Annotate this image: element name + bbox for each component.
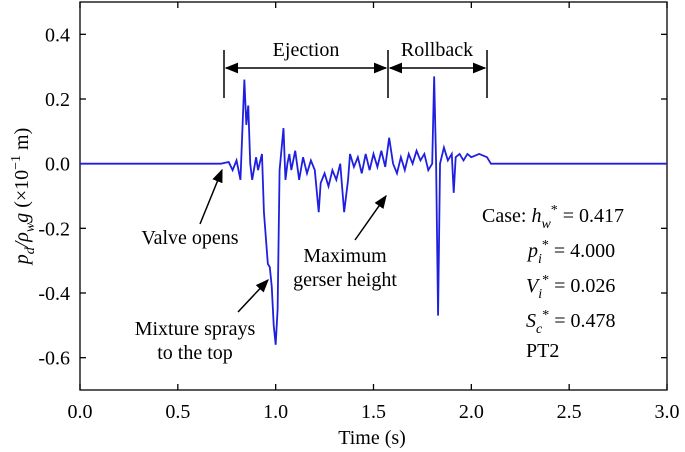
- text-part: Case:: [482, 205, 531, 227]
- annotations: Ejection Rollback Valve opens Mixture spray…: [135, 39, 624, 364]
- text-part: w: [541, 217, 551, 232]
- text-part: = 0.478: [549, 310, 615, 332]
- x-tick-label: 2.5: [557, 401, 582, 423]
- text-part: *: [542, 273, 549, 288]
- annotation: Maximum: [303, 245, 387, 267]
- text-part: w: [23, 222, 38, 232]
- arrow: [237, 279, 269, 313]
- y-tick-label: -0.6: [38, 348, 70, 370]
- case-line: PT2: [526, 340, 559, 362]
- case-line: Sc* = 0.478: [526, 308, 616, 337]
- annotation: Mixture sprays: [135, 318, 256, 340]
- x-tick-label: 0.5: [165, 401, 190, 423]
- text-part: p: [526, 240, 538, 262]
- text-part: c: [536, 322, 543, 337]
- case-line: pi* = 4.000: [526, 238, 615, 267]
- y-tick-label: 0.0: [45, 154, 70, 176]
- arrow: [354, 194, 387, 241]
- text-part: g: [11, 213, 33, 223]
- annotation: Ejection: [273, 39, 340, 61]
- text-part: = 0.417: [558, 205, 624, 227]
- text-part: −1: [9, 155, 24, 170]
- text-part: = 4.000: [549, 240, 615, 262]
- annotation: to the top: [157, 342, 233, 364]
- text-part: V: [526, 275, 541, 297]
- text-part: i: [538, 287, 542, 302]
- annotation: gerser height: [293, 269, 397, 291]
- text-part: PT2: [526, 340, 559, 362]
- text-part: S: [526, 310, 536, 332]
- text-part: *: [542, 308, 549, 323]
- text-part: m): [11, 128, 33, 155]
- text-part: i: [538, 252, 542, 267]
- case-line: Vi* = 0.026: [526, 273, 615, 302]
- x-tick-label: 1.5: [361, 401, 386, 423]
- annotation: Valve opens: [141, 227, 238, 249]
- x-tick-label: 3.0: [655, 401, 680, 423]
- text-part: d: [23, 246, 38, 254]
- text-part: p: [11, 254, 33, 266]
- text-part: *: [542, 238, 549, 253]
- text-part: h: [531, 205, 541, 227]
- text-part: *: [551, 203, 558, 218]
- x-tick-label: 1.0: [263, 401, 288, 423]
- annotation: Rollback: [401, 39, 473, 61]
- x-axis-label: Time (s): [338, 427, 406, 449]
- y-tick-label: 0.4: [45, 24, 70, 46]
- text-part: /ρ: [11, 232, 33, 248]
- text-part: = 0.026: [549, 275, 615, 297]
- case-line: Case: hw* = 0.417: [482, 203, 624, 232]
- y-tick-label: 0.2: [45, 89, 70, 111]
- y-tick-label: -0.4: [38, 283, 70, 305]
- y-axis-label: pd/ρwg (×10−1 m): [9, 128, 38, 267]
- arrow: [199, 168, 223, 225]
- data-line: [80, 76, 667, 345]
- x-tick-label: 2.0: [459, 401, 484, 423]
- y-tick-label: -0.2: [38, 218, 70, 240]
- text-part: (×10: [11, 170, 33, 213]
- x-tick-label: 0.0: [68, 401, 93, 423]
